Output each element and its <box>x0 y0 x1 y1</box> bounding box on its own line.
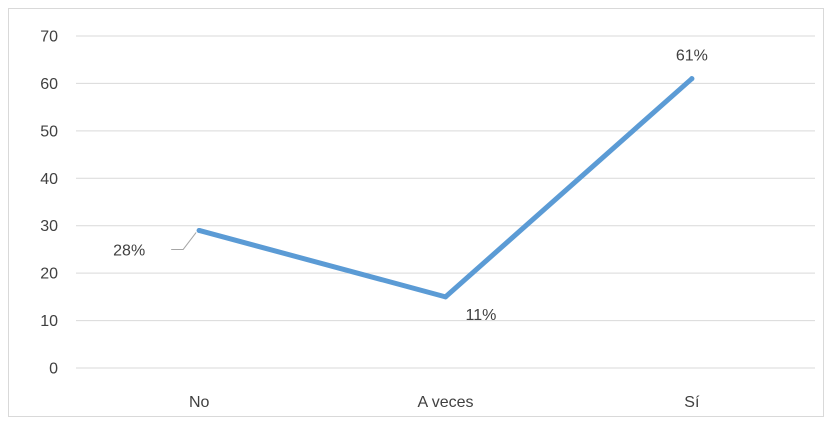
x-tick-label: No <box>189 394 210 411</box>
data-point <box>443 294 448 300</box>
x-axis-tick-labels: No A veces Sí <box>189 394 700 411</box>
x-tick-label: A veces <box>417 394 473 411</box>
y-axis-tick-labels: 0 10 20 30 40 50 60 70 <box>40 29 58 378</box>
y-tick-label: 10 <box>40 313 58 330</box>
gridlines <box>76 35 815 369</box>
leader-line <box>171 232 197 250</box>
data-point <box>689 76 695 82</box>
series-lines <box>196 76 695 300</box>
data-point <box>196 227 202 233</box>
chart-frame: 0 10 20 30 40 50 60 70 No A veces Sí 28% 11% 61% <box>8 8 824 417</box>
line-chart: 0 10 20 30 40 50 60 70 No A veces Sí 28% 11% 61% <box>40 29 815 411</box>
data-label: 28% <box>113 242 145 259</box>
y-tick-label: 40 <box>40 171 58 188</box>
series-line <box>196 76 695 300</box>
y-tick-label: 20 <box>40 266 58 283</box>
y-tick-label: 0 <box>49 361 58 378</box>
y-tick-label: 60 <box>40 76 58 93</box>
y-tick-label: 70 <box>40 29 58 46</box>
data-label: 61% <box>676 48 708 65</box>
data-labels: 28% 11% 61% <box>113 48 708 324</box>
y-tick-label: 30 <box>40 218 58 235</box>
y-tick-label: 50 <box>40 123 58 140</box>
data-label: 11% <box>466 307 497 324</box>
x-tick-label: Sí <box>684 394 700 411</box>
